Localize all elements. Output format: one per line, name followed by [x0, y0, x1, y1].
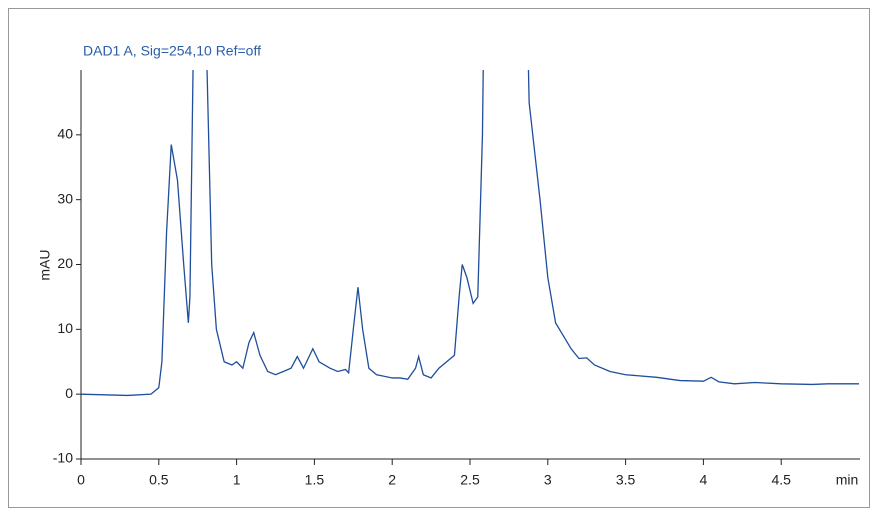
x-tick-label: 4.5 — [771, 472, 791, 488]
x-axis-label: min — [836, 472, 859, 488]
x-tick-label: 0 — [77, 472, 85, 488]
y-tick-label: -10 — [53, 450, 73, 466]
y-tick-label: 20 — [57, 255, 73, 271]
x-tick-label: 4 — [700, 472, 708, 488]
x-tick-label: 2.5 — [460, 472, 480, 488]
y-axis-label: mAU — [37, 249, 53, 280]
x-tick-label: 3.5 — [616, 472, 636, 488]
frame — [8, 8, 870, 508]
x-tick-label: 1.5 — [305, 472, 325, 488]
y-tick-label: 10 — [57, 320, 73, 336]
y-tick-label: 30 — [57, 190, 73, 206]
y-tick-label: 40 — [57, 126, 73, 142]
signal-line — [81, 70, 859, 397]
x-tick-label: 2 — [388, 472, 396, 488]
y-tick-label: 0 — [65, 385, 73, 401]
x-tick-label: 0.5 — [149, 472, 169, 488]
x-tick-label: 3 — [544, 472, 552, 488]
chart-title: DAD1 A, Sig=254,10 Ref=off — [83, 43, 261, 59]
x-tick-label: 1 — [233, 472, 241, 488]
